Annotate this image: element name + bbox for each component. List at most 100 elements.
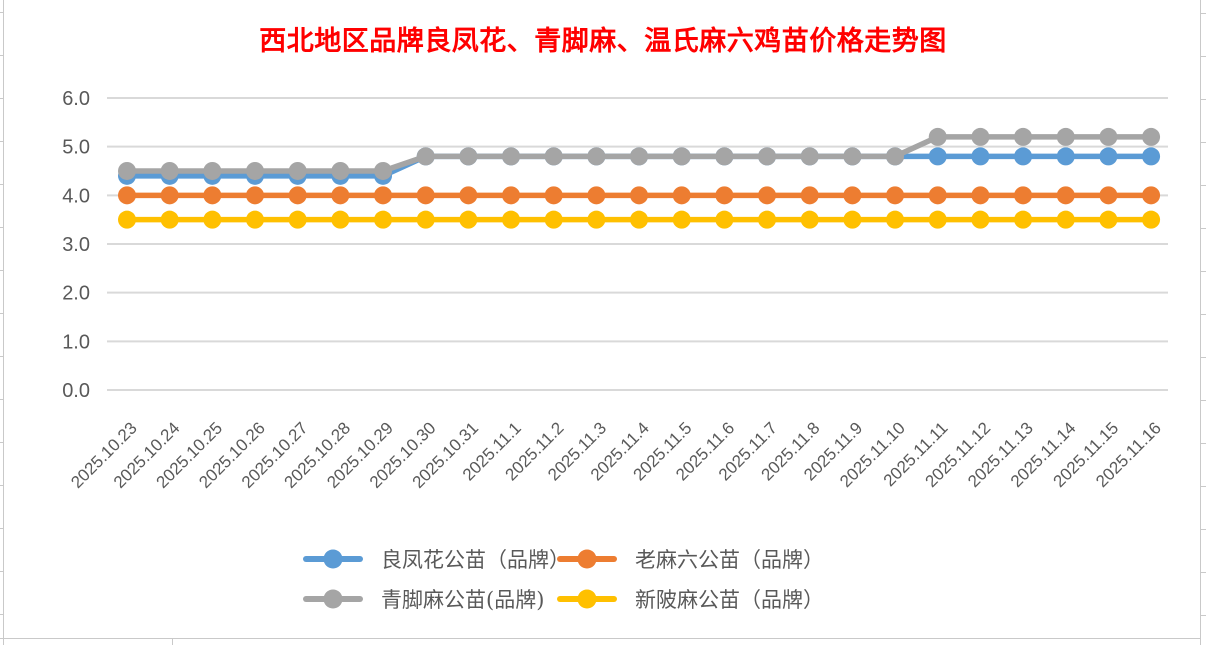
legend-dot-icon (577, 549, 597, 569)
y-axis-tick-label: 0.0 (62, 380, 90, 402)
data-point-marker (971, 186, 990, 205)
data-point-marker (587, 186, 606, 205)
data-point-marker (630, 186, 649, 205)
data-point-marker (715, 147, 734, 166)
data-point-marker (672, 147, 691, 166)
data-point-marker (886, 147, 905, 166)
data-point-marker (843, 147, 862, 166)
data-point-marker (1142, 147, 1161, 166)
data-point-marker (758, 210, 777, 229)
data-point-marker (1056, 210, 1075, 229)
data-point-marker (1142, 210, 1161, 229)
data-point-marker (502, 147, 521, 166)
legend-label: 新陂麻公苗（品牌） (635, 588, 824, 612)
series-2 (118, 127, 1161, 180)
data-point-marker (1099, 127, 1118, 146)
data-point-marker (971, 147, 990, 166)
spreadsheet-row-ticks-left (0, 0, 4, 645)
data-point-marker (1056, 186, 1075, 205)
data-point-marker (203, 186, 222, 205)
data-point-marker (246, 186, 265, 205)
spreadsheet-row-ticks-right (1200, 0, 1206, 645)
data-point-marker (971, 127, 990, 146)
data-point-marker (1099, 147, 1118, 166)
data-point-marker (1014, 210, 1033, 229)
data-point-marker (1142, 127, 1161, 146)
data-point-marker (928, 147, 947, 166)
data-point-marker (118, 161, 136, 180)
data-point-marker (288, 186, 307, 205)
data-point-marker (288, 161, 307, 180)
y-axis-tick-label: 3.0 (62, 234, 90, 256)
data-point-marker (331, 210, 350, 229)
data-point-marker (800, 186, 819, 205)
data-point-marker (886, 210, 905, 229)
legend-line-marker-icon (557, 549, 617, 569)
legend-item-1[interactable]: 老麻六公苗（品牌） (557, 544, 824, 574)
data-point-marker (1014, 127, 1033, 146)
legend-item-3[interactable]: 新陂麻公苗（品牌） (557, 584, 824, 614)
data-point-marker (416, 147, 435, 166)
data-point-marker (374, 161, 393, 180)
data-point-marker (587, 147, 606, 166)
y-axis-tick-label: 5.0 (62, 137, 90, 159)
y-axis-tick-label: 1.0 (62, 331, 90, 353)
data-point-marker (203, 210, 222, 229)
legend-label: 良凤花公苗（品牌） (381, 548, 570, 572)
data-point-marker (758, 147, 777, 166)
legend-dot-icon (323, 589, 343, 609)
data-point-marker (416, 186, 435, 205)
data-point-marker (544, 147, 563, 166)
chart-legend: 良凤花公苗（品牌） 老麻六公苗（品牌） 青脚麻公苗(品牌) 新陂麻公苗（品牌） (303, 545, 824, 613)
data-point-marker (587, 210, 606, 229)
data-point-marker (502, 210, 521, 229)
data-point-marker (1099, 186, 1118, 205)
legend-dot-icon (323, 549, 343, 569)
data-point-marker (1056, 127, 1075, 146)
data-point-marker (928, 127, 947, 146)
data-point-marker (374, 186, 393, 205)
data-point-marker (800, 147, 819, 166)
data-point-marker (758, 186, 777, 205)
data-point-marker (459, 210, 478, 229)
data-point-marker (459, 186, 478, 205)
data-point-marker (1056, 147, 1075, 166)
data-point-marker (715, 210, 734, 229)
data-point-marker (843, 210, 862, 229)
data-point-marker (160, 161, 179, 180)
data-point-marker (416, 210, 435, 229)
series-1 (118, 186, 1161, 205)
data-point-marker (118, 210, 136, 229)
data-point-marker (971, 210, 990, 229)
legend-line-marker-icon (303, 549, 363, 569)
spreadsheet-row-line-bottom (0, 638, 1200, 645)
data-point-marker (502, 186, 521, 205)
data-point-marker (288, 210, 307, 229)
legend-line-marker-icon (303, 589, 363, 609)
data-point-marker (246, 210, 265, 229)
data-point-marker (630, 210, 649, 229)
chart-title: 西北地区品牌良凤花、青脚麻、温氏麻六鸡苗价格走势图 (259, 26, 947, 57)
data-point-marker (630, 147, 649, 166)
data-point-marker (203, 161, 222, 180)
data-point-marker (886, 186, 905, 205)
legend-label: 老麻六公苗（品牌） (635, 548, 824, 572)
data-point-marker (544, 210, 563, 229)
legend-item-2[interactable]: 青脚麻公苗(品牌) (303, 584, 557, 614)
data-point-marker (1014, 147, 1033, 166)
series-3 (118, 210, 1161, 229)
legend-line-marker-icon (557, 589, 617, 609)
y-axis-tick-label: 6.0 (62, 88, 90, 110)
data-point-marker (715, 186, 734, 205)
data-point-marker (459, 147, 478, 166)
data-point-marker (331, 186, 350, 205)
data-point-marker (672, 210, 691, 229)
data-point-marker (928, 186, 947, 205)
y-axis-tick-label: 2.0 (62, 283, 90, 305)
data-point-marker (1014, 186, 1033, 205)
data-point-marker (928, 210, 947, 229)
data-point-marker (1099, 210, 1118, 229)
legend-item-0[interactable]: 良凤花公苗（品牌） (303, 544, 570, 574)
